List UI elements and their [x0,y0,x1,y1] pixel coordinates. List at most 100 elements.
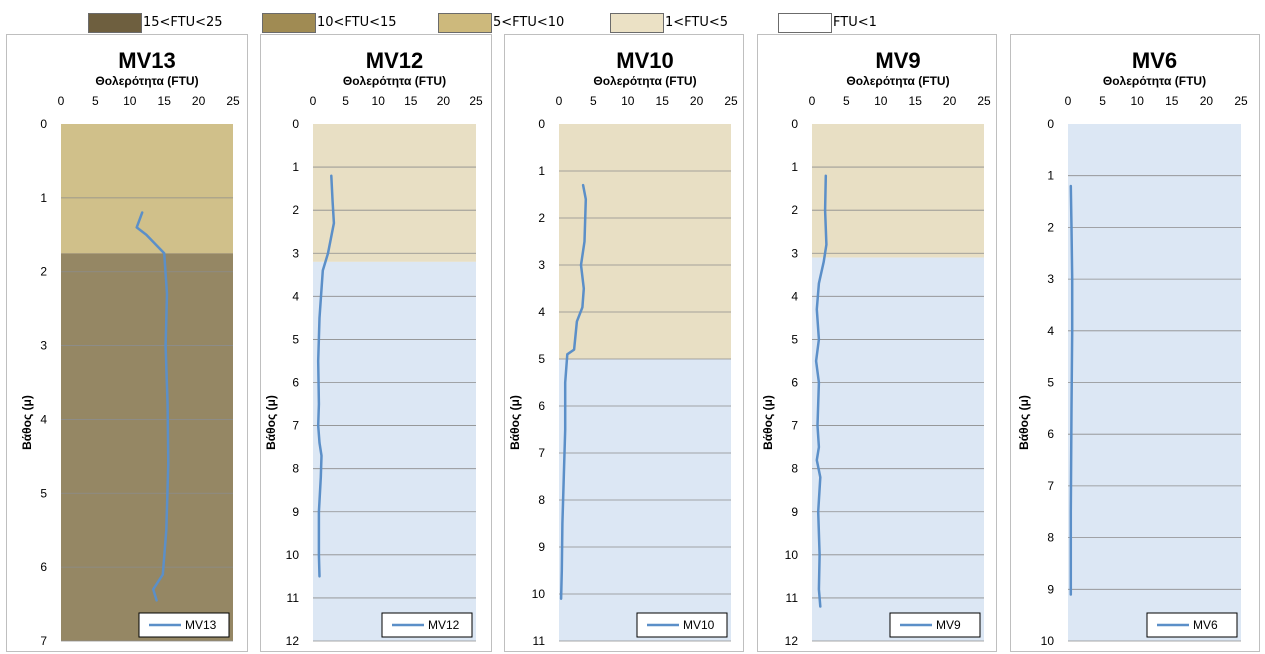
y-tick-label: 1 [292,160,299,174]
legend-swatch [610,13,664,33]
y-tick-label: 7 [1047,479,1054,493]
x-tick-label: 20 [192,94,206,108]
y-tick-label: 12 [785,634,799,648]
turbidity-band [313,124,476,262]
chart-title: MV9 [875,48,920,73]
series-line [316,174,336,578]
y-tick-label: 10 [1041,634,1055,648]
series-legend-label: MV13 [185,618,217,632]
y-tick-label: 12 [286,634,300,648]
x-tick-label: 15 [158,94,172,108]
y-axis-label: Βάθος (μ) [508,395,522,450]
series-legend-label: MV12 [428,618,460,632]
chart-title: MV10 [616,48,673,73]
y-axis-label: Βάθος (μ) [20,395,34,450]
y-axis-label: Βάθος (μ) [1017,395,1031,450]
y-tick-label: 6 [292,376,299,390]
y-tick-label: 1 [791,160,798,174]
y-tick-label: 5 [791,332,798,346]
x-tick-label: 15 [909,94,923,108]
y-tick-label: 3 [1047,272,1054,286]
panel-mv9: MV9 Θολερότητα (FTU) 0 5 10 15 20 25 0 1 2 3 4 5 6 7 8 9 1… [757,34,997,652]
y-tick-label: 2 [1047,220,1054,234]
y-tick-label: 10 [785,548,799,562]
y-tick-label: 5 [292,332,299,346]
x-tick-label: 20 [437,94,451,108]
series-legend-label: MV6 [1193,618,1218,632]
y-tick-label: 2 [40,265,47,279]
y-tick-label: 3 [791,246,798,260]
x-tick-label: 0 [809,94,816,108]
turbidity-band [61,124,233,254]
x-tick-label: 20 [1200,94,1214,108]
y-tick-label: 7 [538,446,545,460]
turbidity-band [559,124,731,359]
legend-label: 15<FTU<25 [143,15,223,30]
y-tick-label: 9 [292,505,299,519]
x-tick-label: 10 [1131,94,1145,108]
x-tick-label: 20 [690,94,704,108]
y-tick-label: 2 [292,203,299,217]
x-tick-label: 10 [874,94,888,108]
legend-label: 10<FTU<15 [317,15,397,30]
x-tick-label: 15 [1165,94,1179,108]
x-tick-label: 25 [724,94,738,108]
y-tick-label: 7 [292,419,299,433]
legend-label: 1<FTU<5 [665,15,729,30]
y-tick-label: 0 [1047,117,1054,131]
chart-title: MV6 [1132,48,1177,73]
series-line [814,174,828,608]
chart-title: MV12 [366,48,423,73]
y-tick-label: 4 [40,412,47,426]
y-tick-label: 0 [292,117,299,131]
turbidity-band [812,257,984,641]
y-tick-label: 5 [1047,376,1054,390]
y-tick-label: 6 [538,399,545,413]
y-tick-label: 7 [791,419,798,433]
series-legend-label: MV10 [683,618,715,632]
y-tick-label: 9 [791,505,798,519]
y-tick-label: 3 [538,258,545,272]
x-tick-label: 10 [621,94,635,108]
x-axis-label: Θολερότητα (FTU) [1103,74,1206,88]
series-legend-label: MV9 [936,618,961,632]
y-tick-label: 10 [286,548,300,562]
x-tick-label: 0 [556,94,563,108]
panel-mv6: MV6 Θολερότητα (FTU) 0 5 10 15 20 25 0 1 2 3 4 5 6 7 8 9 1… [1010,34,1260,652]
y-tick-label: 0 [538,117,545,131]
x-tick-label: 5 [1099,94,1106,108]
y-tick-label: 4 [791,289,798,303]
y-tick-label: 8 [1047,531,1054,545]
x-tick-label: 25 [226,94,240,108]
x-axis-label: Θολερότητα (FTU) [95,74,198,88]
x-tick-label: 5 [843,94,850,108]
y-tick-label: 2 [538,211,545,225]
y-tick-label: 9 [538,540,545,554]
x-tick-label: 15 [404,94,418,108]
y-tick-label: 9 [1047,582,1054,596]
y-tick-label: 5 [538,352,545,366]
y-tick-label: 8 [292,462,299,476]
x-tick-label: 5 [92,94,99,108]
y-tick-label: 1 [1047,169,1054,183]
y-tick-label: 3 [40,339,47,353]
x-tick-label: 25 [469,94,483,108]
y-tick-label: 0 [40,117,47,131]
x-tick-label: 0 [1065,94,1072,108]
legend-swatch [88,13,142,33]
x-axis-label: Θολερότητα (FTU) [593,74,696,88]
x-tick-label: 25 [1234,94,1248,108]
x-tick-label: 10 [372,94,386,108]
turbidity-band [61,253,233,641]
y-tick-label: 11 [287,591,300,605]
y-tick-label: 11 [786,591,799,605]
y-tick-label: 7 [40,634,47,648]
x-axis-label: Θολερότητα (FTU) [343,74,446,88]
y-tick-label: 1 [40,191,47,205]
x-tick-label: 20 [943,94,957,108]
y-tick-label: 6 [791,376,798,390]
